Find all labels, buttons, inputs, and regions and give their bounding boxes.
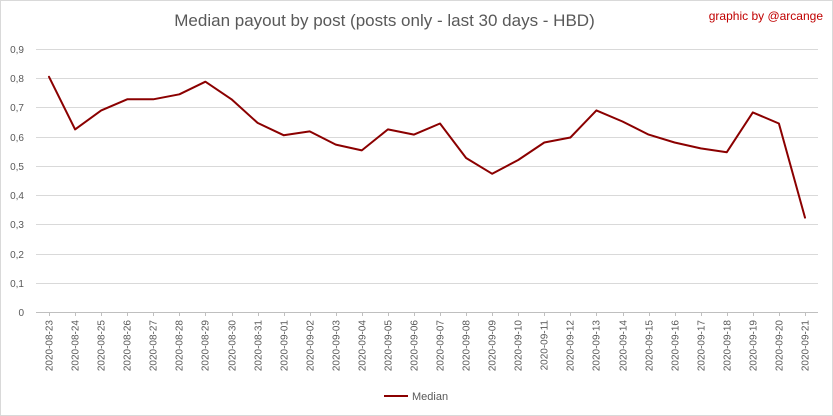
x-tick-label: 2020-09-01 (280, 320, 291, 372)
series-group (48, 75, 806, 219)
x-tick-label: 2020-09-09 (488, 320, 499, 372)
x-tick-label: 2020-09-17 (697, 320, 708, 372)
x-tick-label: 2020-09-05 (384, 320, 395, 372)
x-tick-label: 2020-09-10 (514, 320, 525, 372)
y-tick-label: 0,3 (10, 220, 24, 231)
x-tick-label: 2020-08-24 (71, 320, 82, 372)
y-tick-label: 0,8 (10, 74, 24, 85)
x-tick-label: 2020-09-07 (436, 320, 447, 372)
x-tick-label: 2020-08-31 (254, 320, 265, 372)
x-tick-label: 2020-09-12 (566, 320, 577, 372)
x-tick-label: 2020-09-02 (306, 320, 317, 372)
y-tick-label: 0,7 (10, 103, 24, 114)
x-tick-label: 2020-09-18 (723, 320, 734, 372)
x-tick-label: 2020-08-23 (45, 320, 56, 372)
x-tick-label: 2020-09-19 (749, 320, 760, 372)
x-axis: 2020-08-23 2020-08-24 2020-08-25 2020-08-26… (45, 312, 812, 371)
y-tick-label: 0,1 (10, 279, 24, 290)
x-tick-label: 2020-08-28 (175, 320, 186, 372)
y-tick-label: 0,4 (10, 191, 24, 202)
x-tick-label: 2020-09-04 (358, 320, 369, 372)
credit-label: graphic by @arcange (708, 9, 823, 23)
y-tick-label: 0 (18, 308, 24, 319)
x-tick-label: 2020-09-08 (462, 320, 473, 372)
y-tick-label: 0,2 (10, 250, 24, 261)
chart-title: Median payout by post (posts only - last… (174, 11, 595, 30)
x-tick-label: 2020-08-27 (149, 320, 160, 372)
x-tick-label: 2020-09-13 (592, 320, 603, 372)
x-tick-label: 2020-09-14 (619, 320, 630, 372)
x-tick-label: 2020-08-25 (97, 320, 108, 372)
y-tick-label: 0,9 (10, 45, 24, 56)
x-tick-label: 2020-09-16 (671, 320, 682, 372)
x-tick-label: 2020-08-26 (123, 320, 134, 372)
y-axis: 0 0,1 0,2 0,3 0,4 0,5 0,6 0,7 0,8 0,9 (10, 45, 24, 319)
x-tick-label: 2020-08-30 (228, 320, 239, 372)
x-tick-label: 2020-09-15 (645, 320, 656, 372)
x-tick-label: 2020-09-21 (801, 320, 812, 372)
gridlines (36, 49, 818, 313)
x-tick-label: 2020-09-11 (540, 320, 551, 371)
legend: Median (384, 391, 448, 403)
x-tick-label: 2020-09-03 (332, 320, 343, 372)
y-tick-label: 0,6 (10, 133, 24, 144)
x-tick-label: 2020-08-29 (201, 320, 212, 372)
legend-label: Median (412, 391, 448, 403)
series-line-median (48, 75, 806, 219)
x-tick-label: 2020-09-20 (775, 320, 786, 372)
y-tick-label: 0,5 (10, 162, 24, 173)
x-tick-label: 2020-09-06 (410, 320, 421, 372)
